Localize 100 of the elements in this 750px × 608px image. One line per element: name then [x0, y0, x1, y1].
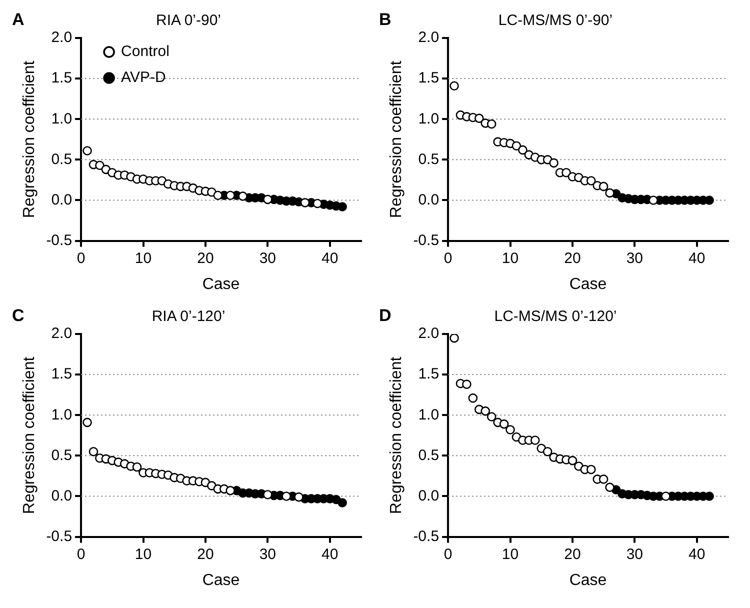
x-tick-label: 0: [444, 546, 452, 563]
point: [480, 406, 490, 416]
point: [226, 190, 236, 200]
x-tick-label: 10: [502, 546, 519, 563]
x-axis-title: Case: [202, 276, 240, 293]
x-tick-label: 40: [322, 546, 338, 563]
point: [300, 198, 310, 208]
y-axis-title: Regression coefficient: [388, 356, 406, 514]
point: [586, 176, 596, 186]
point: [586, 464, 596, 474]
y-tick-label: 2.0: [51, 29, 72, 46]
point: [132, 462, 142, 472]
point: [238, 192, 248, 201]
point: [605, 482, 614, 492]
point: [568, 456, 578, 466]
x-tick-label: 30: [626, 546, 644, 563]
y-tick-label: -0.5: [413, 528, 440, 545]
y-axis-title: Regression coefficient: [21, 60, 38, 218]
point: [450, 81, 459, 91]
point: [294, 492, 304, 502]
y-axis-title: Regression coefficient: [21, 356, 38, 514]
x-tick-label: 20: [564, 546, 581, 563]
point: [312, 198, 322, 208]
y-tick-label: 0.5: [418, 446, 440, 464]
x-tick-label: 0: [444, 250, 452, 267]
point: [474, 114, 484, 123]
x-tick-label: 10: [134, 546, 152, 563]
text: D: [379, 306, 392, 326]
y-tick-label: 1.0: [418, 110, 440, 128]
point: [213, 190, 223, 200]
y-tick-label: 0.5: [418, 150, 440, 168]
point: [486, 119, 496, 129]
point: [88, 446, 98, 456]
y-tick-label: 1.5: [418, 70, 440, 87]
chart-title: RIA 0’-120’: [152, 308, 226, 326]
point: [499, 419, 509, 429]
chart-title: LC-MS/MS 0’-120’: [494, 308, 617, 326]
y-tick-label: -0.5: [413, 232, 440, 249]
y-tick-label: 0.5: [51, 150, 72, 168]
y-tick-label: 2.0: [51, 325, 72, 342]
x-tick-label: 20: [197, 250, 214, 267]
point: [263, 194, 272, 204]
point: [226, 486, 236, 496]
y-tick-label: -0.5: [46, 528, 72, 545]
x-tick-label: 20: [564, 250, 581, 267]
point: [282, 492, 291, 501]
x-axis-title: Case: [202, 572, 240, 589]
point: [598, 182, 608, 192]
y-tick-label: -0.5: [46, 232, 72, 249]
y-tick-label: 1.0: [51, 110, 72, 128]
x-tick-label: 40: [322, 250, 338, 267]
x-tick-label: 40: [688, 546, 706, 563]
x-tick-label: 10: [502, 250, 519, 267]
x-tick-label: 30: [259, 250, 276, 267]
point: [530, 436, 540, 445]
legend-label: Control: [121, 43, 170, 60]
y-tick-label: 0.5: [51, 446, 72, 464]
point: [648, 196, 658, 205]
y-tick-label: 0.0: [418, 191, 440, 208]
point: [605, 188, 614, 198]
y-tick-label: 1.5: [51, 366, 72, 383]
x-tick-label: 30: [259, 546, 276, 563]
y-tick-label: 0.0: [418, 487, 440, 504]
y-tick-label: 1.5: [51, 70, 72, 87]
legend-label: AVP-D: [121, 69, 166, 86]
x-tick-label: 40: [688, 250, 706, 267]
text: A: [12, 10, 24, 30]
point: [518, 145, 528, 155]
point: [468, 393, 478, 403]
y-axis-title: Regression coefficient: [388, 60, 406, 218]
chart-title: RIA 0’-90’: [156, 12, 222, 30]
y-tick-label: 0.0: [51, 191, 72, 208]
x-axis-title: Case: [569, 572, 607, 589]
point: [263, 490, 272, 500]
point: [549, 158, 558, 168]
point: [450, 334, 459, 343]
point: [462, 380, 472, 389]
point: [82, 418, 92, 428]
point: [338, 202, 347, 212]
y-tick-label: 1.5: [418, 366, 440, 383]
point: [512, 141, 522, 151]
text: C: [12, 306, 24, 326]
point: [598, 474, 608, 484]
y-tick-label: 1.0: [418, 406, 440, 424]
point: [506, 425, 515, 434]
y-tick-label: 2.0: [418, 29, 440, 46]
point: [486, 412, 496, 422]
text: B: [379, 10, 392, 30]
x-axis-title: Case: [569, 276, 607, 293]
y-tick-label: 0.0: [51, 487, 72, 504]
y-tick-label: 1.0: [51, 406, 72, 424]
point: [661, 492, 670, 501]
x-tick-label: 30: [626, 250, 644, 267]
x-tick-label: 10: [134, 250, 152, 267]
y-tick-label: 2.0: [418, 325, 440, 342]
point: [82, 146, 92, 156]
point: [542, 446, 552, 456]
point: [562, 168, 571, 178]
chart-title: LC-MS/MS 0’-90’: [498, 12, 613, 30]
x-tick-label: 20: [197, 546, 214, 563]
